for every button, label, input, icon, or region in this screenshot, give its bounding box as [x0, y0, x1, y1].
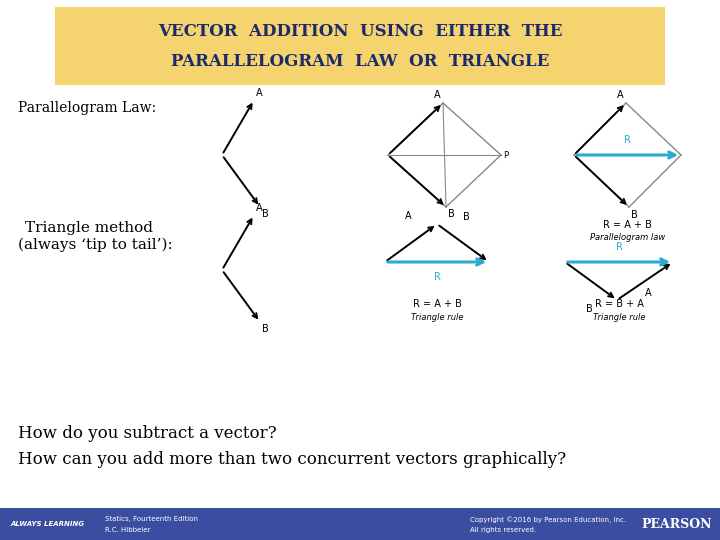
Text: Statics, Fourteenth Edition: Statics, Fourteenth Edition — [105, 516, 198, 522]
Text: Triangle rule: Triangle rule — [410, 313, 463, 321]
Text: A: A — [617, 90, 624, 100]
Bar — [0, 508, 720, 540]
Text: PARALLELOGRAM  LAW  OR  TRIANGLE: PARALLELOGRAM LAW OR TRIANGLE — [171, 53, 549, 70]
Text: VECTOR  ADDITION  USING  EITHER  THE: VECTOR ADDITION USING EITHER THE — [158, 23, 562, 40]
Text: Parallelogram Law:: Parallelogram Law: — [18, 101, 156, 115]
Text: All rights reserved.: All rights reserved. — [470, 528, 536, 534]
Text: (always ‘tip to tail’):: (always ‘tip to tail’): — [18, 238, 173, 252]
Text: B: B — [463, 212, 469, 222]
Text: How do you subtract a vector?: How do you subtract a vector? — [18, 424, 276, 442]
Text: A: A — [644, 288, 652, 298]
Text: R = A + B: R = A + B — [603, 220, 652, 230]
Text: PEARSON: PEARSON — [642, 517, 712, 530]
Text: Copyright ©2016 by Pearson Education, Inc.: Copyright ©2016 by Pearson Education, In… — [470, 516, 626, 523]
Text: A: A — [405, 211, 411, 221]
Text: Parallelogram law: Parallelogram law — [590, 233, 665, 242]
Text: B: B — [585, 304, 593, 314]
Text: R: R — [616, 242, 622, 252]
Bar — [55, 7, 665, 85]
Text: B: B — [262, 209, 269, 219]
Text: Triangle method: Triangle method — [25, 221, 153, 235]
Text: R: R — [624, 135, 631, 145]
Text: A: A — [434, 90, 441, 100]
Text: B: B — [631, 210, 638, 220]
Text: ALWAYS LEARNING: ALWAYS LEARNING — [10, 521, 84, 527]
Text: B: B — [448, 209, 455, 219]
Text: A: A — [256, 203, 263, 213]
Text: How can you add more than two concurrent vectors graphically?: How can you add more than two concurrent… — [18, 451, 566, 469]
Text: Triangle rule: Triangle rule — [593, 313, 645, 321]
Text: R = A + B: R = A + B — [413, 299, 462, 309]
Text: R: R — [433, 272, 441, 282]
Text: R = B + A: R = B + A — [595, 299, 644, 309]
Text: B: B — [262, 324, 269, 334]
Text: A: A — [256, 88, 263, 98]
Text: P: P — [503, 151, 508, 159]
Text: R.C. Hibbeler: R.C. Hibbeler — [105, 528, 150, 534]
